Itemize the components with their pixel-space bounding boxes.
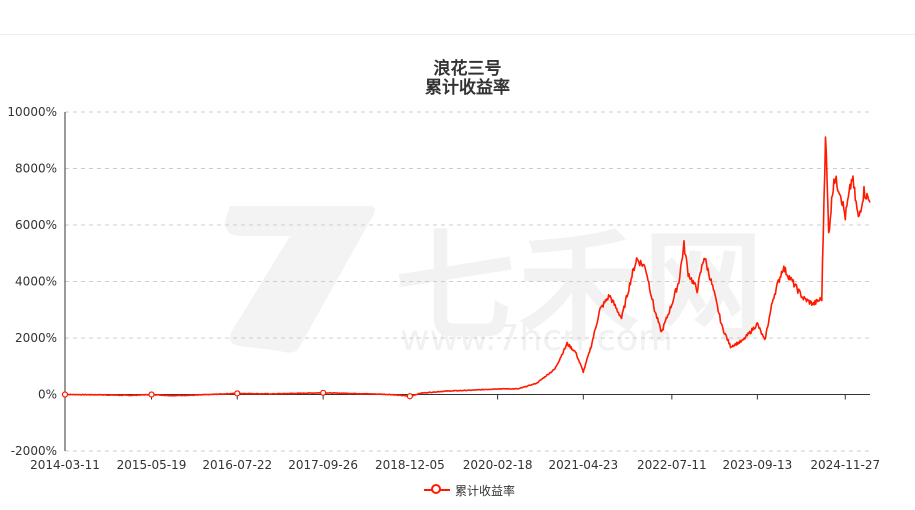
x-tick-label: 2014-03-11 [30, 458, 100, 472]
chart-title-line1: 浪花三号 [433, 59, 502, 79]
data-point [406, 393, 413, 400]
y-tick-label: 6000% [15, 218, 57, 232]
y-tick-label: 2000% [15, 331, 57, 345]
chart-title-line2: 累计收益率 [425, 78, 510, 98]
x-tick-label: 2024-11-27 [810, 458, 880, 472]
y-tick-label: 8000% [15, 162, 57, 176]
x-tick-label: 2018-12-05 [375, 458, 445, 472]
data-point [234, 390, 241, 397]
series-line-累计收益率 [65, 136, 871, 397]
x-tick-label: 2023-09-13 [722, 458, 792, 472]
series-start-point [61, 391, 69, 398]
watermark-logo-icon [220, 196, 380, 356]
x-tick-label: 2022-07-11 [637, 458, 707, 472]
x-tick-label: 2017-09-26 [288, 458, 358, 472]
y-tick-label: 4000% [15, 275, 57, 289]
x-tick-label: 2016-07-22 [202, 458, 272, 472]
legend-label: 累计收益率 [455, 483, 516, 498]
y-tick-label: 10000% [7, 105, 57, 119]
x-tick-label: 2020-02-18 [463, 458, 533, 472]
legend-line-marker-icon [424, 483, 450, 497]
y-tick-label: 0% [38, 388, 57, 402]
y-tick-label: -2000% [11, 444, 57, 458]
data-point [148, 391, 155, 398]
top-divider [0, 34, 915, 35]
x-tick-label: 2021-04-23 [548, 458, 618, 472]
watermark-text: 七禾网 [395, 219, 767, 358]
data-point [320, 389, 327, 396]
legend-item[interactable]: 累计收益率 [424, 481, 515, 499]
x-tick-label: 2015-05-19 [117, 458, 187, 472]
